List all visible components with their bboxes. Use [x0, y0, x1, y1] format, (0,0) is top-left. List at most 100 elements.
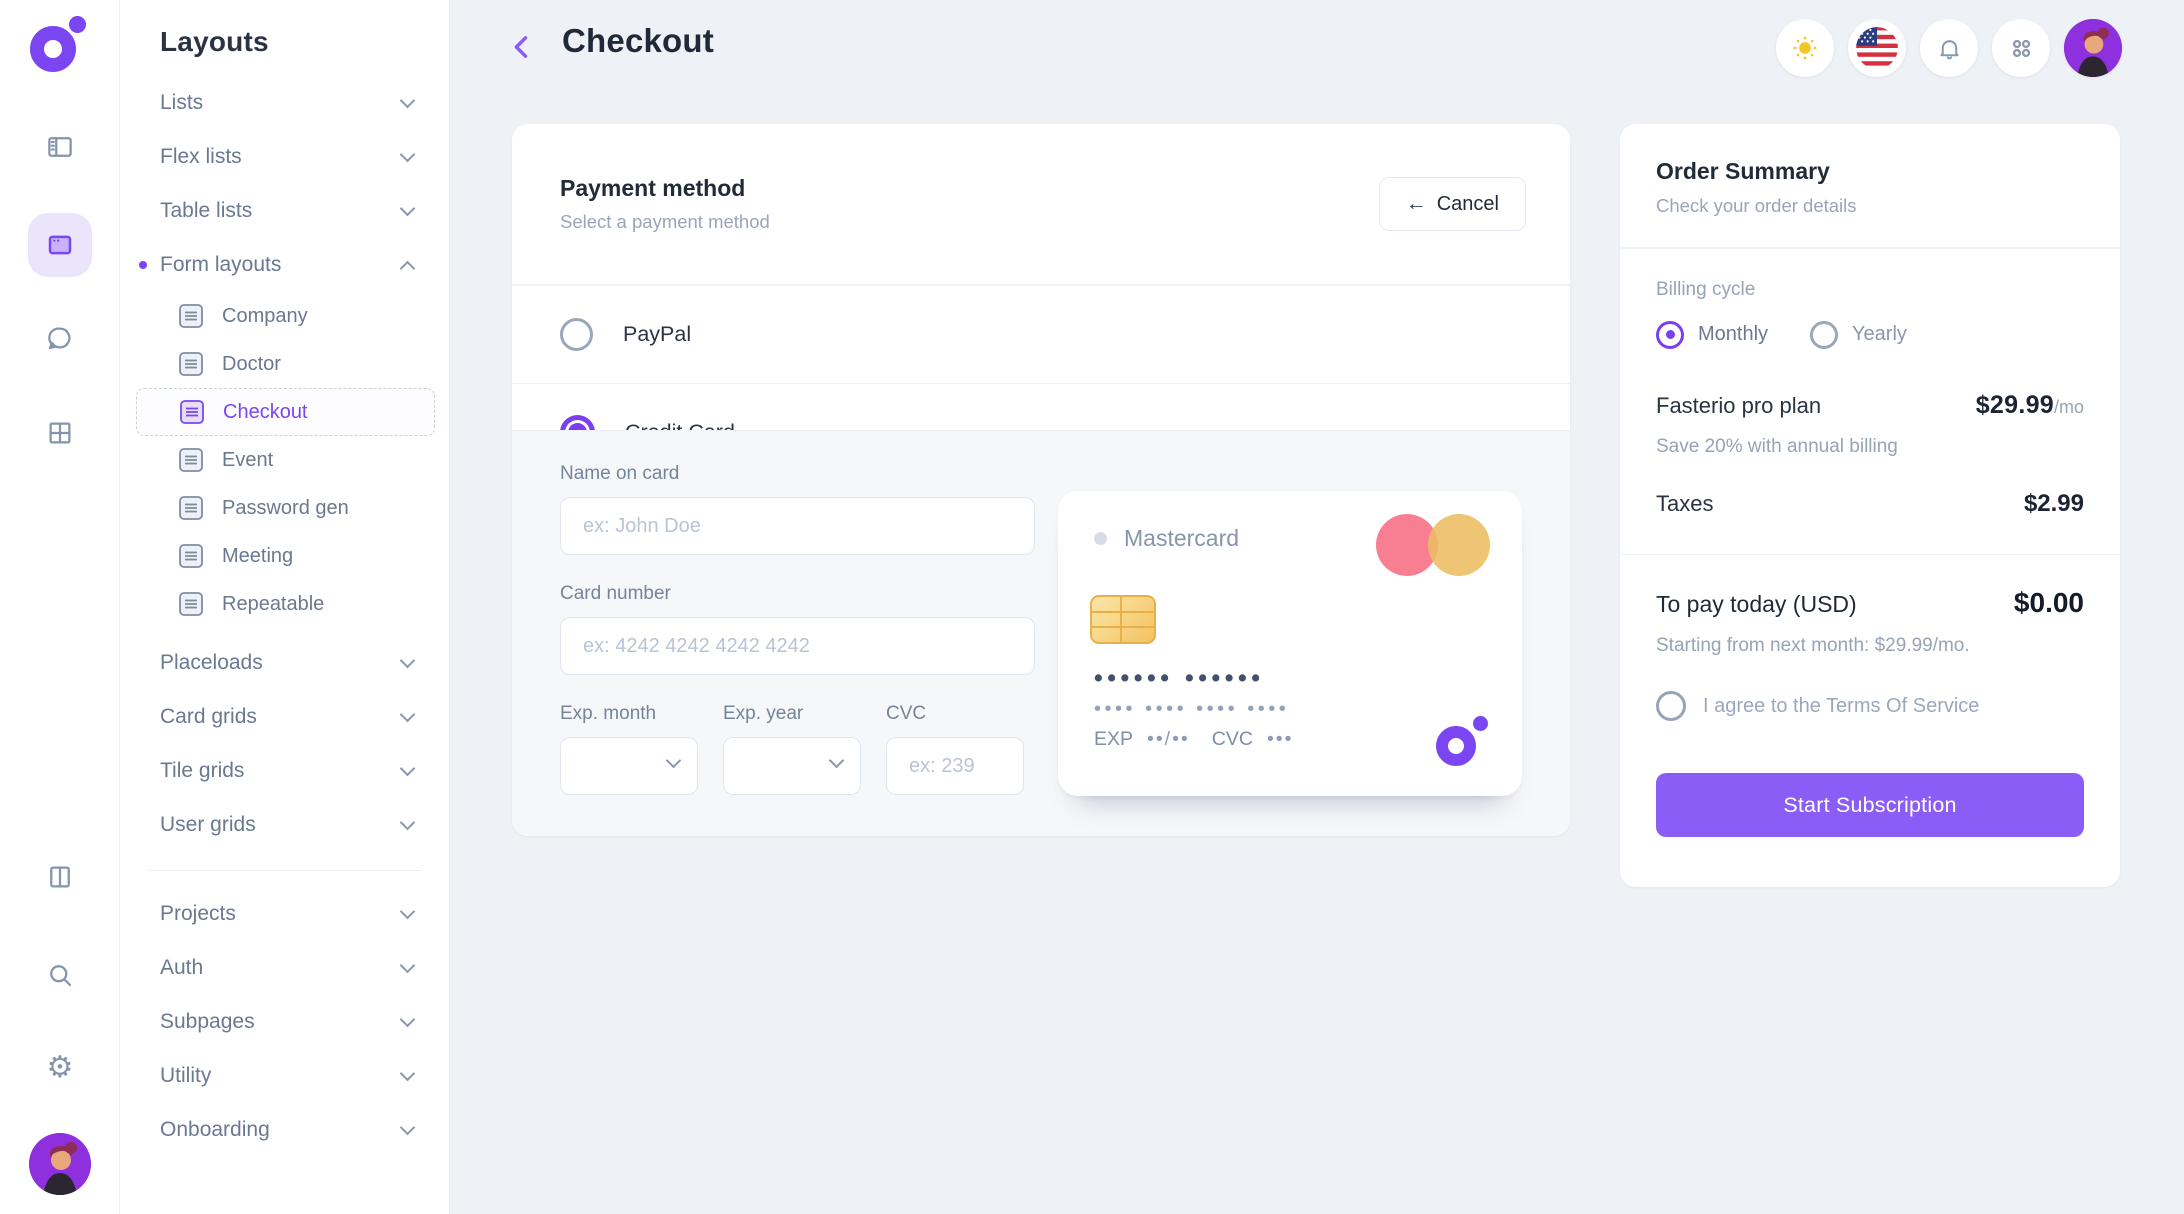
name-on-card-input[interactable]: [560, 497, 1035, 555]
exp-year-select[interactable]: [723, 737, 861, 795]
logo-ring: [30, 26, 76, 72]
sidebar: Layouts Lists Flex lists Table lists For…: [120, 0, 450, 1214]
app-logo[interactable]: [30, 16, 88, 74]
chevron-down-icon: [399, 1011, 416, 1028]
document-icon: [179, 448, 203, 472]
monthly-radio[interactable]: [1656, 320, 1684, 349]
taxes-value: $2.99: [2023, 489, 2084, 517]
language-us-flag-icon[interactable]: [1848, 19, 1906, 77]
sidebar-item-placeloads[interactable]: Placeloads: [120, 636, 449, 690]
sidebar-item-form-layouts[interactable]: Form layouts: [120, 238, 449, 292]
sidebar-item-table-lists[interactable]: Table lists: [120, 184, 449, 238]
terms-label: I agree to the Terms Of Service: [1703, 694, 1980, 717]
card-chip-icon: [1090, 595, 1156, 644]
name-on-card-label: Name on card: [560, 463, 680, 484]
chevron-down-icon: [399, 1065, 416, 1082]
chat-icon[interactable]: [38, 316, 82, 360]
terms-checkbox[interactable]: [1656, 691, 1686, 721]
exp-month-select[interactable]: [560, 737, 698, 795]
credit-card-preview: Mastercard •••••• •••••• •••• •••• •••• …: [1058, 491, 1522, 796]
profile-avatar[interactable]: [2064, 19, 2122, 77]
card-meta: EXP ••/•• CVC •••: [1094, 728, 1294, 750]
terms-row[interactable]: I agree to the Terms Of Service: [1656, 691, 2084, 721]
sidebar-divider: [148, 870, 421, 871]
pay-today-value: $0.00: [2013, 587, 2084, 618]
sidebar-item-onboarding[interactable]: Onboarding: [120, 1103, 449, 1157]
sidebar-item-auth[interactable]: Auth: [120, 941, 449, 995]
logo-dot: [69, 16, 86, 33]
gear-icon[interactable]: ⚙: [38, 1046, 82, 1090]
sidebar-title: Layouts: [160, 26, 269, 57]
sidebar-subitem-checkout[interactable]: Checkout: [136, 388, 435, 436]
yearly-radio[interactable]: [1810, 320, 1839, 349]
main-content: Checkout: [450, 0, 2184, 1214]
mastercard-circle-orange: [1428, 514, 1490, 576]
cvc-input[interactable]: [886, 737, 1024, 795]
paypal-radio[interactable]: [560, 317, 593, 351]
header-actions: [1776, 19, 2122, 77]
monthly-label[interactable]: Monthly: [1698, 323, 1769, 345]
card-number-input[interactable]: [560, 617, 1035, 675]
sidebar-item-user-grids[interactable]: User grids: [120, 798, 449, 852]
pay-today-label: To pay today (USD): [1656, 591, 1857, 617]
chevron-down-icon: [399, 652, 416, 669]
sidebar-layout-icon[interactable]: [38, 125, 82, 169]
payment-header: Payment method Select a payment method ←…: [512, 124, 1570, 284]
document-icon: [179, 496, 203, 520]
sidebar-item-subpages[interactable]: Subpages: [120, 995, 449, 1049]
sidebar-item-projects[interactable]: Projects: [120, 887, 449, 941]
chevron-down-icon: [399, 760, 416, 777]
sidebar-subitem-password-gen[interactable]: Password gen: [120, 484, 449, 532]
search-icon[interactable]: [38, 953, 82, 997]
mastercard-circle-pink: [1376, 514, 1438, 576]
payment-title: Payment method: [560, 175, 746, 201]
sidebar-subitem-meeting[interactable]: Meeting: [120, 532, 449, 580]
rail-user-avatar[interactable]: [29, 1133, 91, 1195]
pay-note: Starting from next month: $29.99/mo.: [1656, 635, 1970, 656]
document-icon: [179, 592, 203, 616]
sidebar-subitem-doctor[interactable]: Doctor: [120, 340, 449, 388]
document-icon: [179, 352, 203, 376]
sidebar-subitem-repeatable[interactable]: Repeatable: [120, 580, 449, 628]
cvc-label: CVC: [886, 703, 927, 724]
divider: [1620, 553, 2120, 555]
sidebar-item-utility[interactable]: Utility: [120, 1049, 449, 1103]
order-summary-subtitle: Check your order details: [1656, 195, 1857, 216]
chevron-down-icon: [828, 752, 845, 769]
theme-sun-icon[interactable]: [1776, 19, 1834, 77]
order-summary-card: Order Summary Check your order details B…: [1620, 124, 2120, 887]
notifications-bell-icon[interactable]: [1920, 19, 1978, 77]
chevron-down-icon: [399, 903, 416, 920]
icon-rail: ⚙: [0, 0, 120, 1214]
chevron-down-icon: [399, 92, 416, 109]
sidebar-subitem-event[interactable]: Event: [120, 436, 449, 484]
payment-subtitle: Select a payment method: [560, 211, 770, 232]
payment-method-card: Payment method Select a payment method ←…: [512, 124, 1570, 836]
card-brand-label: Mastercard: [1124, 525, 1240, 551]
sidebar-item-lists[interactable]: Lists: [120, 76, 449, 130]
back-button[interactable]: [502, 28, 542, 68]
columns-icon[interactable]: [38, 855, 82, 899]
divider: [1620, 247, 2120, 249]
sidebar-item-card-grids[interactable]: Card grids: [120, 690, 449, 744]
credit-card-form: Name on card Card number Exp. month Exp.…: [512, 430, 1570, 836]
sidebar-subitem-company[interactable]: Company: [120, 292, 449, 340]
arrow-left-icon: ←: [1405, 192, 1427, 215]
page-title: Checkout: [562, 22, 714, 59]
apps-grid-icon[interactable]: [1992, 19, 2050, 77]
sidebar-item-tile-grids[interactable]: Tile grids: [120, 744, 449, 798]
billing-cycle-label: Billing cycle: [1656, 278, 1756, 300]
brand-logo-icon: [1436, 716, 1488, 768]
sidebar-item-flex-lists[interactable]: Flex lists: [120, 130, 449, 184]
start-subscription-button[interactable]: Start Subscription: [1656, 773, 2084, 837]
chevron-down-icon: [399, 814, 416, 831]
cancel-button[interactable]: ← Cancel: [1378, 177, 1526, 231]
grid-icon[interactable]: [38, 411, 82, 455]
layouts-window-icon[interactable]: [28, 213, 92, 277]
exp-month-label: Exp. month: [560, 703, 657, 724]
chevron-down-icon: [399, 957, 416, 974]
card-masked-name: •••••• ••••••: [1094, 664, 1265, 692]
paypal-option[interactable]: PayPal: [512, 286, 1570, 383]
yearly-label[interactable]: Yearly: [1852, 323, 1907, 345]
